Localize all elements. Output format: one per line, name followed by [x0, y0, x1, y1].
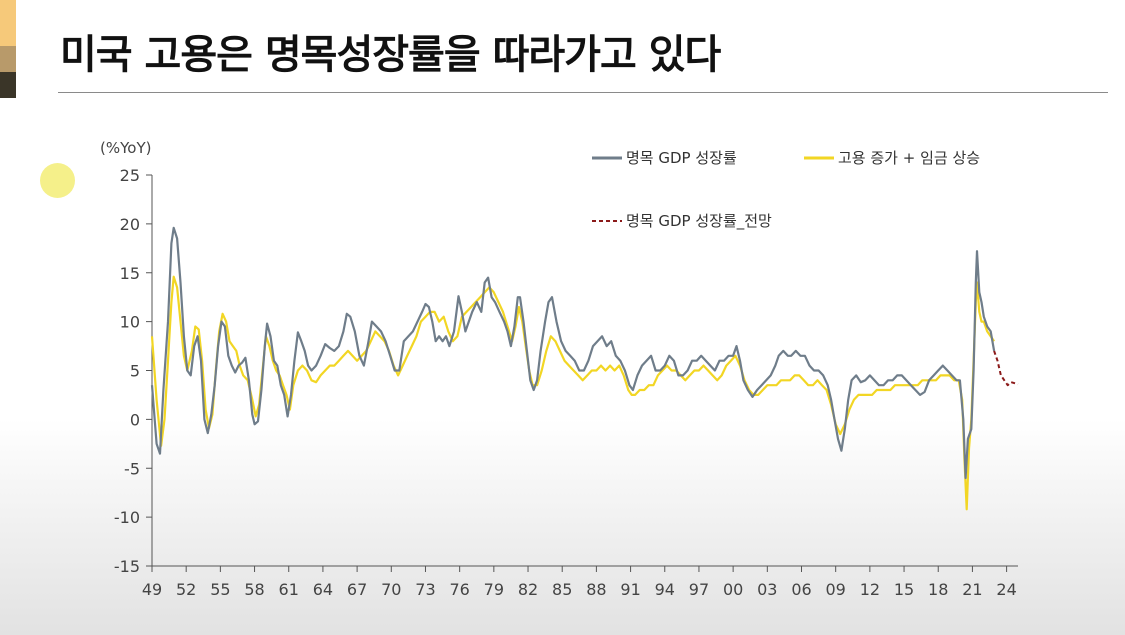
title-divider	[58, 92, 1108, 93]
y-tick-label: 20	[120, 215, 140, 234]
x-tick-label: 64	[313, 580, 333, 599]
x-tick-label: 55	[210, 580, 230, 599]
legend-label-1: 명목 GDP 성장률	[626, 149, 737, 167]
series-line-3	[993, 350, 1019, 387]
legend-label-3: 명목 GDP 성장률_전망	[626, 212, 772, 231]
x-tick-label: 06	[791, 580, 811, 599]
x-tick-label: 82	[518, 580, 538, 599]
x-tick-label: 91	[620, 580, 640, 599]
series-line-2	[150, 275, 996, 511]
x-tick-label: 58	[244, 580, 264, 599]
x-tick-label: 12	[860, 580, 880, 599]
x-tick-label: 52	[176, 580, 196, 599]
x-tick-label: 67	[347, 580, 367, 599]
accent-bar-bottom	[0, 72, 16, 98]
x-tick-label: 97	[689, 580, 709, 599]
x-tick-label: 00	[723, 580, 743, 599]
y-tick-label: -15	[114, 557, 140, 576]
legend-label-2: 고용 증가 + 임금 상승	[838, 149, 980, 167]
y-axis-unit-label: (%YoY)	[100, 139, 151, 157]
x-tick-label: 24	[996, 580, 1016, 599]
x-tick-label: 03	[757, 580, 777, 599]
accent-bar-middle	[0, 46, 16, 72]
y-tick-label: 10	[120, 313, 140, 332]
x-tick-label: 70	[381, 580, 401, 599]
accent-bar-top	[0, 0, 16, 46]
x-tick-label: 88	[586, 580, 606, 599]
series-line-1	[150, 226, 996, 480]
y-tick-label: 15	[120, 264, 140, 283]
x-tick-label: 18	[928, 580, 948, 599]
page-title: 미국 고용은 명목성장률을 따라가고 있다	[60, 32, 721, 78]
y-tick-label: 0	[130, 410, 140, 429]
x-tick-label: 09	[826, 580, 846, 599]
x-tick-label: 61	[279, 580, 299, 599]
x-tick-label: 15	[894, 580, 914, 599]
x-tick-label: 73	[415, 580, 435, 599]
y-tick-label: 25	[120, 166, 140, 185]
x-tick-label: 94	[655, 580, 675, 599]
x-tick-label: 79	[484, 580, 504, 599]
cursor-highlight	[40, 163, 75, 198]
y-tick-label: -5	[124, 459, 140, 478]
x-tick-label: 21	[962, 580, 982, 599]
x-tick-label: 76	[449, 580, 469, 599]
y-tick-label: 5	[130, 362, 140, 381]
y-tick-label: -10	[114, 508, 140, 527]
x-tick-label: 85	[552, 580, 572, 599]
x-tick-label: 49	[142, 580, 162, 599]
